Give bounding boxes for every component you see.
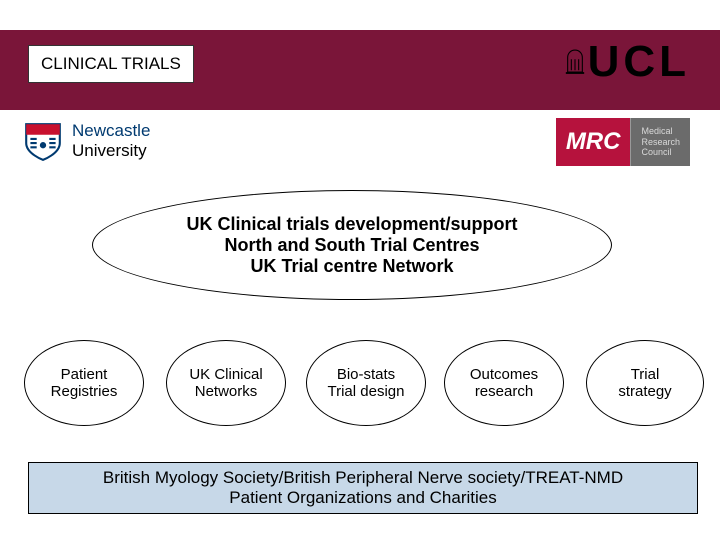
sub-oval-2: Bio-statsTrial design	[306, 340, 426, 426]
mrc-line3: Council	[641, 147, 680, 158]
sub-oval-line: Outcomes	[470, 366, 538, 383]
sub-oval-line: Trial	[631, 366, 660, 383]
newcastle-line1: Newcastle	[72, 121, 150, 141]
mrc-line1: Medical	[641, 126, 680, 137]
mrc-abbr: MRC	[556, 118, 631, 166]
sub-oval-line: strategy	[618, 383, 671, 400]
sub-oval-4: Trialstrategy	[586, 340, 704, 426]
mrc-line2: Research	[641, 137, 680, 148]
sub-oval-line: Networks	[195, 383, 258, 400]
bottom-box: British Myology Society/British Peripher…	[28, 462, 698, 514]
sub-oval-1: UK ClinicalNetworks	[166, 340, 286, 426]
sub-oval-line: research	[475, 383, 533, 400]
sub-oval-line: Trial design	[328, 383, 405, 400]
sub-oval-line: Bio-stats	[337, 366, 395, 383]
ucl-dome-icon	[564, 47, 586, 77]
newcastle-shield-icon	[22, 120, 64, 162]
bottom-box-line: British Myology Society/British Peripher…	[103, 468, 623, 488]
sub-oval-line: Registries	[51, 383, 118, 400]
ucl-logo: UCL	[564, 40, 690, 84]
newcastle-logo: Newcastle University	[22, 120, 150, 162]
main-oval-line: North and South Trial Centres	[224, 235, 479, 256]
ucl-logo-text: UCL	[588, 40, 690, 84]
main-oval-line: UK Clinical trials development/support	[186, 214, 517, 235]
newcastle-line2: University	[72, 141, 150, 161]
sub-oval-0: PatientRegistries	[24, 340, 144, 426]
sub-oval-3: Outcomesresearch	[444, 340, 564, 426]
main-oval-line: UK Trial centre Network	[250, 256, 453, 277]
bottom-box-line: Patient Organizations and Charities	[229, 488, 496, 508]
mrc-logo: MRC Medical Research Council	[556, 118, 690, 166]
main-oval: UK Clinical trials development/supportNo…	[92, 190, 612, 300]
sub-oval-line: UK Clinical	[189, 366, 262, 383]
sub-oval-line: Patient	[61, 366, 108, 383]
slide-title: CLINICAL TRIALS	[28, 45, 194, 83]
